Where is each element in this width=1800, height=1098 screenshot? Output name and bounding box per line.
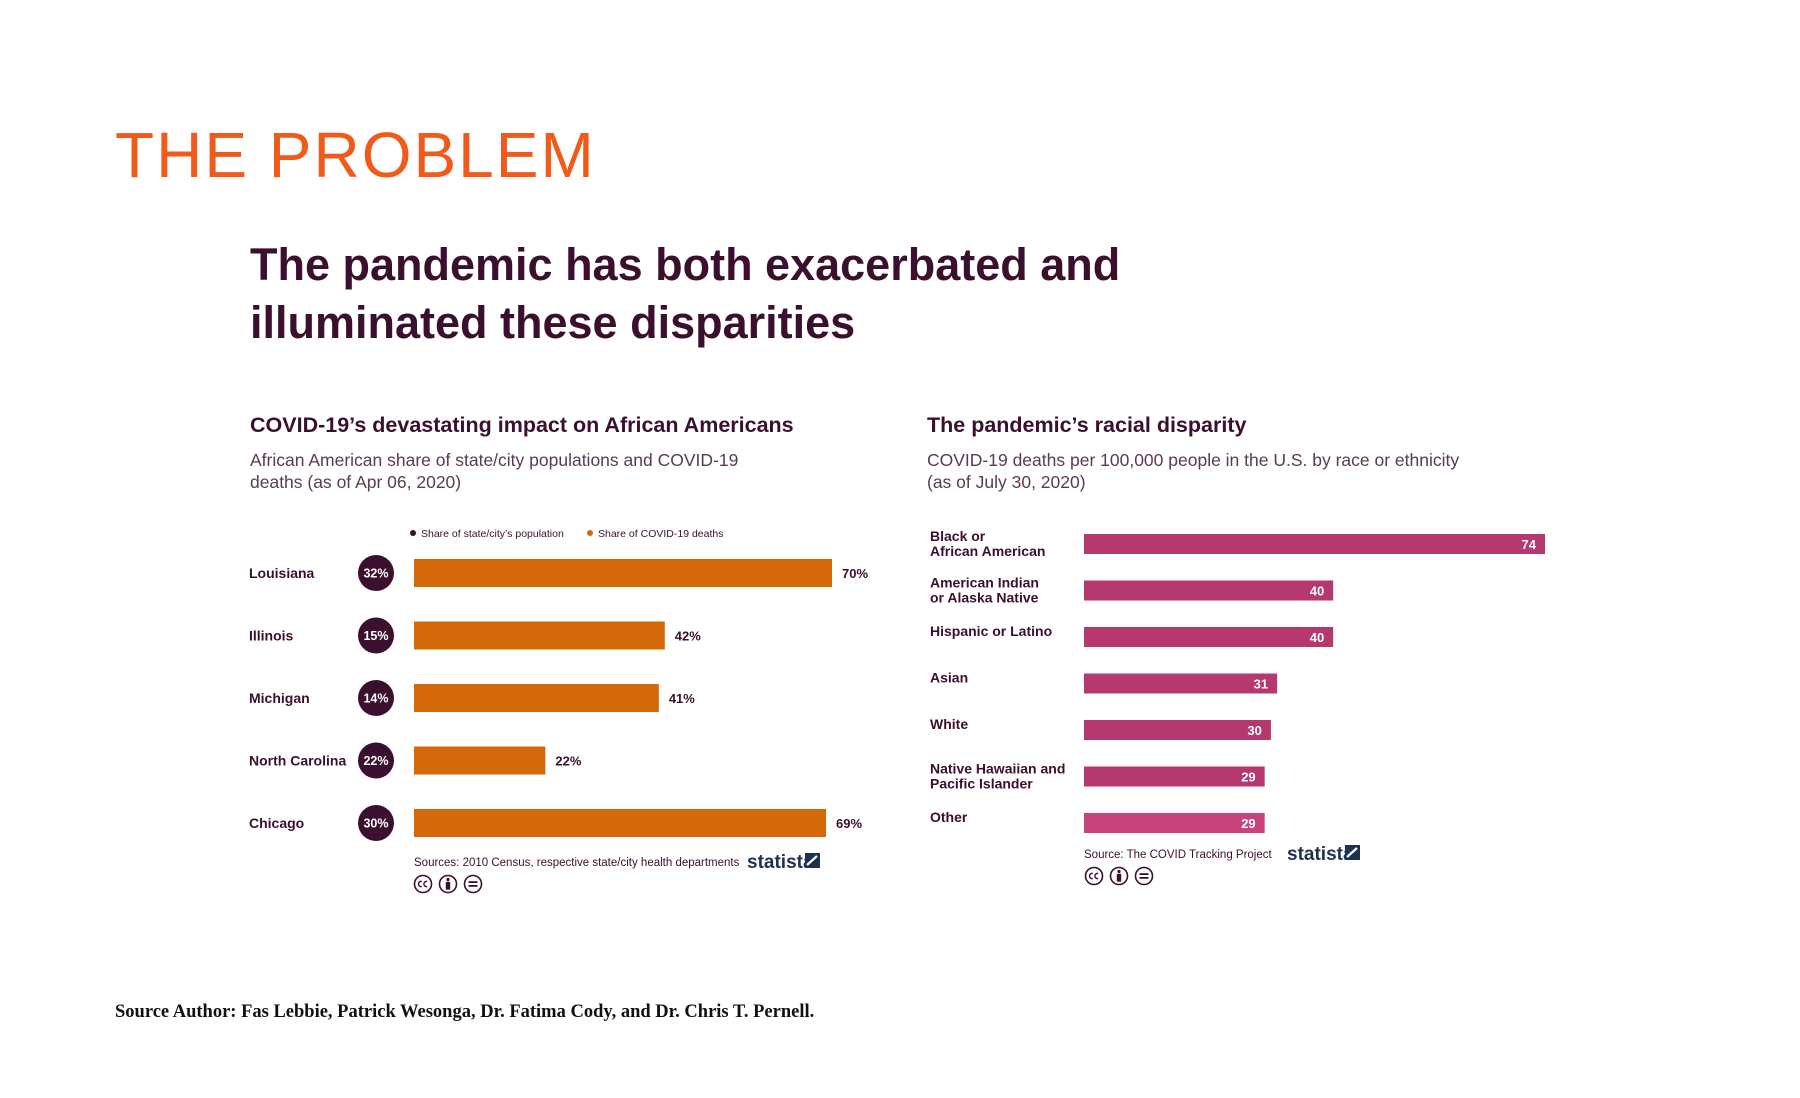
chart1-deaths-label: 42% [675, 629, 701, 644]
chart1-deaths-label: 70% [842, 566, 868, 581]
chart1-deaths-label: 69% [836, 816, 862, 831]
chart2-statista-wordmark: statista [1287, 844, 1354, 865]
chart2-bar [1084, 813, 1265, 833]
chart2-value-label: 74 [1522, 537, 1537, 552]
source-footer: Source Author: Fas Lebbie, Patrick Weson… [115, 1002, 815, 1022]
chart1-population-label: 22% [363, 754, 388, 768]
chart2-source: Source: The COVID Tracking Project [1084, 849, 1272, 861]
chart2-category-label: American Indian or Alaska Native [930, 575, 1039, 606]
chart1-population-label: 15% [363, 629, 388, 643]
chart1-legend-population: Share of state/city’s population [421, 528, 564, 540]
chart2-value-label: 29 [1241, 816, 1255, 831]
chart1-population-bubble [358, 680, 394, 716]
chart1-deaths-bar [414, 559, 832, 587]
chart1-population-bubble [358, 742, 394, 779]
chart1-category-label: North Carolina [249, 753, 346, 769]
chart2-subtitle-line-2: (as of July 30, 2020) [927, 472, 1086, 492]
chart2-cc-icon [1084, 866, 1104, 886]
chart1-subtitle-line-2: deaths (as of Apr 06, 2020) [250, 472, 462, 492]
chart2-category-label: Other [930, 809, 968, 825]
chart2-no-derivatives-icon [1134, 866, 1154, 886]
chart1-category-label: Chicago [249, 815, 304, 831]
chart1-legend-deaths: Share of COVID-19 deaths [598, 528, 723, 540]
chart2-category-label: Native Hawaiian and Pacific Islander [930, 761, 1065, 792]
chart2-bar [1084, 627, 1334, 647]
chart2-title: The pandemic’s racial disparity [927, 413, 1247, 437]
chart2-value-label: 30 [1247, 723, 1261, 738]
chart1-cc-icon [413, 874, 433, 894]
chart2-value-label: 40 [1310, 630, 1324, 645]
chart1-statista-icon [805, 853, 820, 868]
chart1-subtitle: African American share of state/city pop… [250, 449, 738, 493]
chart2-attribution-icon [1109, 866, 1129, 886]
chart1-population-label: 14% [363, 692, 388, 706]
chart1-deaths-label: 41% [669, 691, 695, 706]
slide-title: THE PROBLEM [115, 119, 596, 191]
chart1-plot: Share of state/city’s population Share of… [249, 528, 868, 894]
chart2-value-label: 29 [1241, 770, 1255, 785]
chart2-subtitle-line-1: COVID-19 deaths per 100,000 people in th… [927, 450, 1460, 470]
headline: The pandemic has both exacerbated and il… [250, 236, 1250, 352]
chart2-category-label: White [930, 716, 968, 732]
chart1-population-bubble [358, 555, 394, 591]
chart2-subtitle: COVID-19 deaths per 100,000 people in th… [927, 449, 1459, 493]
chart1-legend-dot-population [410, 530, 416, 536]
chart1-category-label: Michigan [249, 690, 310, 706]
chart1-deaths-bar [414, 621, 665, 650]
chart1-population-label: 30% [363, 817, 388, 831]
chart1-legend-dot-deaths [587, 530, 593, 536]
chart2-category-label: Asian [930, 670, 968, 686]
chart1-population-bubble [358, 617, 394, 654]
chart2-bar [1084, 673, 1278, 694]
chart2-bar [1084, 720, 1271, 740]
chart1-deaths-bar [414, 746, 546, 775]
headline-line-2: illuminated these disparities [250, 297, 856, 348]
chart2-bar [1084, 580, 1334, 601]
chart2-plot: Black or African American 74 American India… [930, 528, 1545, 886]
headline-line-1: The pandemic has both exacerbated and [250, 239, 1121, 290]
chart1-source: Sources: 2010 Census, respective state/c… [414, 857, 740, 869]
chart1-no-derivatives-icon [463, 874, 483, 894]
chart1-title: COVID-19’s devastating impact on African… [250, 413, 794, 437]
chart1-deaths-bar [414, 684, 659, 712]
chart2-bar [1084, 534, 1545, 554]
chart1-category-label: Louisiana [249, 565, 315, 581]
chart1-subtitle-line-1: African American share of state/city pop… [250, 450, 739, 470]
chart1-deaths-bar [414, 809, 827, 837]
chart2-category-label: Hispanic or Latino [930, 623, 1052, 639]
chart1-population-label: 32% [363, 567, 388, 581]
chart2-statista-icon [1345, 845, 1360, 860]
chart1-population-bubble [358, 805, 394, 841]
chart2-bar [1084, 766, 1265, 787]
chart1-category-label: Illinois [249, 628, 294, 644]
chart1-deaths-label: 22% [555, 754, 581, 769]
chart2-value-label: 31 [1254, 677, 1268, 692]
chart1-statista-wordmark: statista [747, 852, 814, 873]
chart2-value-label: 40 [1310, 584, 1324, 599]
chart1-attribution-icon [438, 874, 458, 894]
chart2-category-label: Black or African American [930, 528, 1045, 559]
